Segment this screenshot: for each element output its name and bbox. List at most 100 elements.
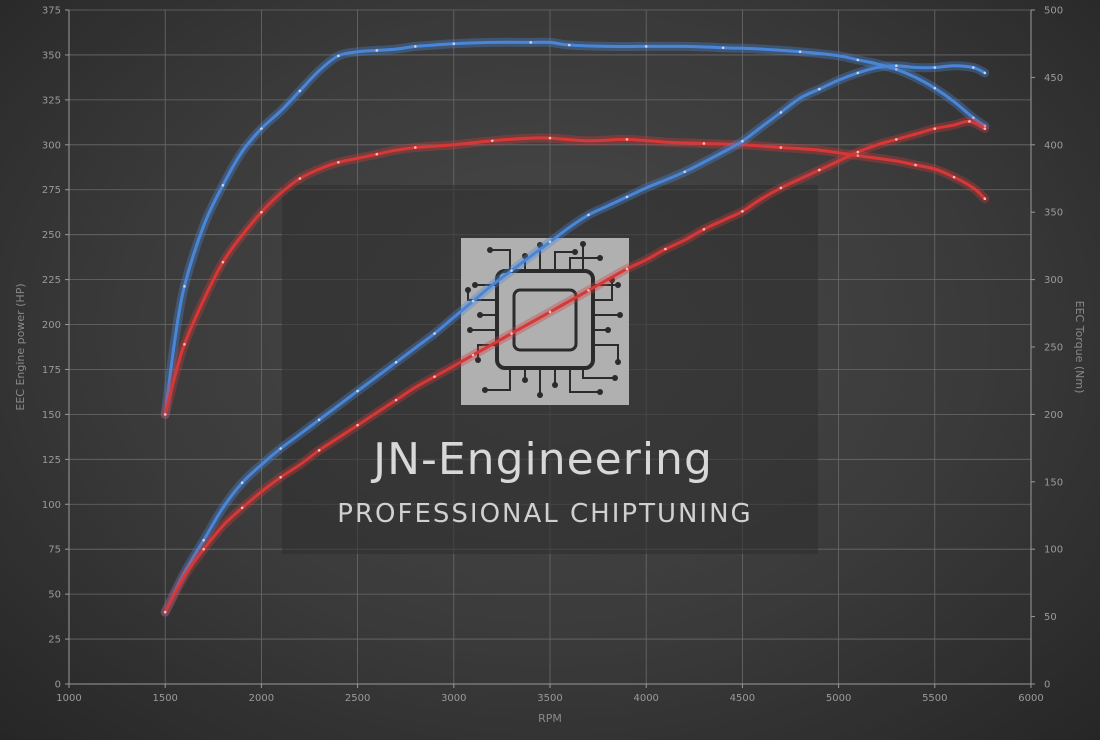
x-tick-label: 1000 — [56, 693, 81, 704]
series-3-point — [240, 506, 244, 510]
series-2-point — [356, 389, 359, 393]
y-right-tick-label: 0 — [1044, 680, 1050, 691]
y-right-tick-label: 400 — [1044, 140, 1063, 151]
series-0-point — [221, 183, 225, 187]
series-0-point — [452, 42, 456, 45]
series-0-point — [856, 58, 860, 62]
series-3-point — [968, 120, 971, 123]
series-3-point — [587, 289, 590, 292]
series-0-point — [375, 49, 379, 52]
series-2-point — [895, 64, 898, 68]
y-left-tick-label: 225 — [42, 275, 61, 286]
series-2-point — [394, 360, 398, 364]
series-3-point — [163, 610, 167, 614]
series-1-point — [183, 343, 186, 346]
series-3-point — [856, 150, 860, 154]
brand-tagline: PROFESSIONAL CHIPTUNING — [337, 499, 752, 529]
series-0-point — [971, 116, 975, 120]
x-tick-label: 3000 — [441, 693, 466, 704]
series-3-point — [202, 547, 205, 551]
y-left-tick-label: 125 — [42, 455, 61, 466]
y-left-tick-label: 375 — [42, 6, 61, 17]
y-right-tick-label: 200 — [1044, 410, 1063, 421]
series-1-point — [779, 146, 783, 149]
series-3-point — [779, 186, 783, 190]
series-2-point — [471, 299, 475, 303]
series-1-point — [856, 154, 860, 157]
y-right-tick-label: 250 — [1044, 343, 1063, 354]
series-2-point — [741, 139, 744, 143]
series-2-point — [548, 240, 552, 244]
x-tick-label: 1500 — [152, 693, 177, 704]
series-line-3 — [163, 119, 987, 614]
series-2-point — [779, 111, 783, 114]
axes: 1000 1500 2000 2500 3000 3500 4000 4500 5000 5500… — [42, 6, 1063, 705]
series-1-point — [414, 146, 417, 149]
brand-name: JN-Engineering — [370, 434, 713, 485]
y-left-tick-label: 325 — [42, 95, 61, 106]
y-left-tick-label: 250 — [42, 230, 61, 241]
series-3-point — [510, 332, 513, 335]
series-line-2 — [163, 64, 987, 614]
series-1-point — [952, 175, 956, 179]
x-tick-label: 3500 — [537, 693, 562, 704]
series-3-point — [702, 227, 706, 231]
series-2-point — [625, 195, 629, 199]
series-1-point — [375, 152, 379, 156]
y-right-tick-label: 450 — [1044, 73, 1063, 84]
y-left-tick-label: 75 — [48, 545, 61, 556]
series-1-point — [163, 413, 167, 416]
y-left-tick-label: 0 — [55, 680, 61, 691]
y-right-tick-label: 300 — [1044, 275, 1063, 286]
series-1-point — [625, 138, 629, 141]
series-0-point — [298, 89, 302, 93]
series-2-point — [971, 66, 975, 69]
series-3-point — [895, 138, 898, 141]
series-3-point — [394, 398, 398, 402]
series-1-point — [983, 197, 987, 201]
y-right-tick-label: 500 — [1044, 6, 1063, 17]
series-2-point — [433, 332, 436, 335]
series-3-point — [356, 423, 359, 427]
y-axis-left-title: EEC Engine power (HP) — [14, 283, 27, 410]
circuit-chip-icon — [461, 238, 629, 405]
series-3-point — [625, 267, 629, 271]
series-0-point — [895, 68, 898, 71]
x-tick-label: 2500 — [345, 693, 370, 704]
y-left-tick-label: 50 — [48, 590, 61, 601]
series-0-point — [183, 285, 186, 288]
watermark: JN-Engineering PROFESSIONAL CHIPTUNING — [282, 185, 818, 554]
x-axis-title: RPM — [538, 712, 562, 725]
series-3-point — [317, 449, 321, 452]
series-1-point — [490, 139, 494, 143]
x-tick-label: 5000 — [826, 693, 851, 704]
series-2-point — [933, 66, 937, 69]
series — [160, 37, 990, 617]
series-2-point — [983, 71, 987, 75]
series-1-point — [221, 260, 225, 264]
series-2-point — [317, 418, 321, 422]
series-0-point — [337, 54, 340, 58]
series-2-point — [240, 481, 244, 484]
y-left-tick-label: 100 — [42, 500, 61, 511]
y-axis-right-title: EEC Torque (Nm) — [1073, 301, 1086, 394]
series-0-point — [798, 50, 802, 54]
series-2-point — [683, 170, 686, 174]
series-1-point — [260, 210, 263, 214]
y-left-tick-label: 25 — [48, 635, 61, 646]
x-tick-label: 4000 — [633, 693, 658, 704]
series-2-point — [587, 213, 590, 217]
series-2-point — [279, 447, 282, 450]
series-3-point — [279, 476, 282, 479]
series-1-point — [298, 177, 302, 180]
series-1-point — [914, 163, 917, 167]
y-right-tick-label: 50 — [1044, 612, 1057, 623]
series-1-point — [337, 161, 340, 164]
series-0-point — [260, 127, 263, 130]
series-2-point — [510, 269, 513, 272]
series-0-point — [567, 43, 571, 47]
series-3-point — [933, 127, 937, 130]
y-left-tick-label: 350 — [42, 50, 61, 61]
series-3-point — [548, 310, 552, 314]
